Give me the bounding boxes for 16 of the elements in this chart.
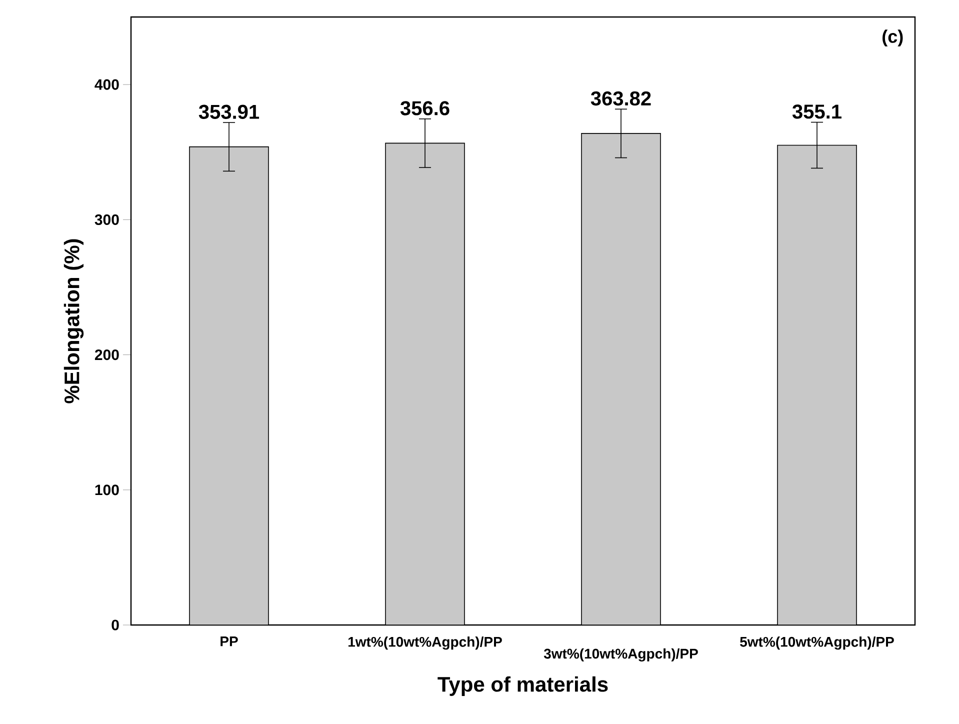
y-tick-label: 100: [95, 484, 119, 496]
x-tick-label: 5wt%(10wt%Agpch)/PP: [740, 636, 894, 650]
annotation: (c): [882, 30, 903, 46]
data-label: 363.82: [590, 91, 651, 106]
data-label: 353.91: [198, 104, 260, 119]
y-tick-label: 300: [94, 214, 119, 225]
x-axis-title: Type of materials: [438, 676, 608, 696]
y-axis-title: %Elongation (%): [64, 239, 84, 404]
x-tick-label: 1wt%(10wt%Agpch)/PP: [348, 636, 502, 650]
x-tick-label: 3wt%(10wt%Agpch)/PP: [544, 648, 698, 662]
y-tick-label: 0: [112, 620, 119, 630]
y-tick-label: 400: [94, 79, 119, 90]
y-tick-label: 200: [94, 349, 119, 360]
data-label: 356.6: [400, 101, 450, 116]
x-tick-label: PP: [220, 636, 238, 646]
data-label: 355.1: [792, 104, 842, 119]
